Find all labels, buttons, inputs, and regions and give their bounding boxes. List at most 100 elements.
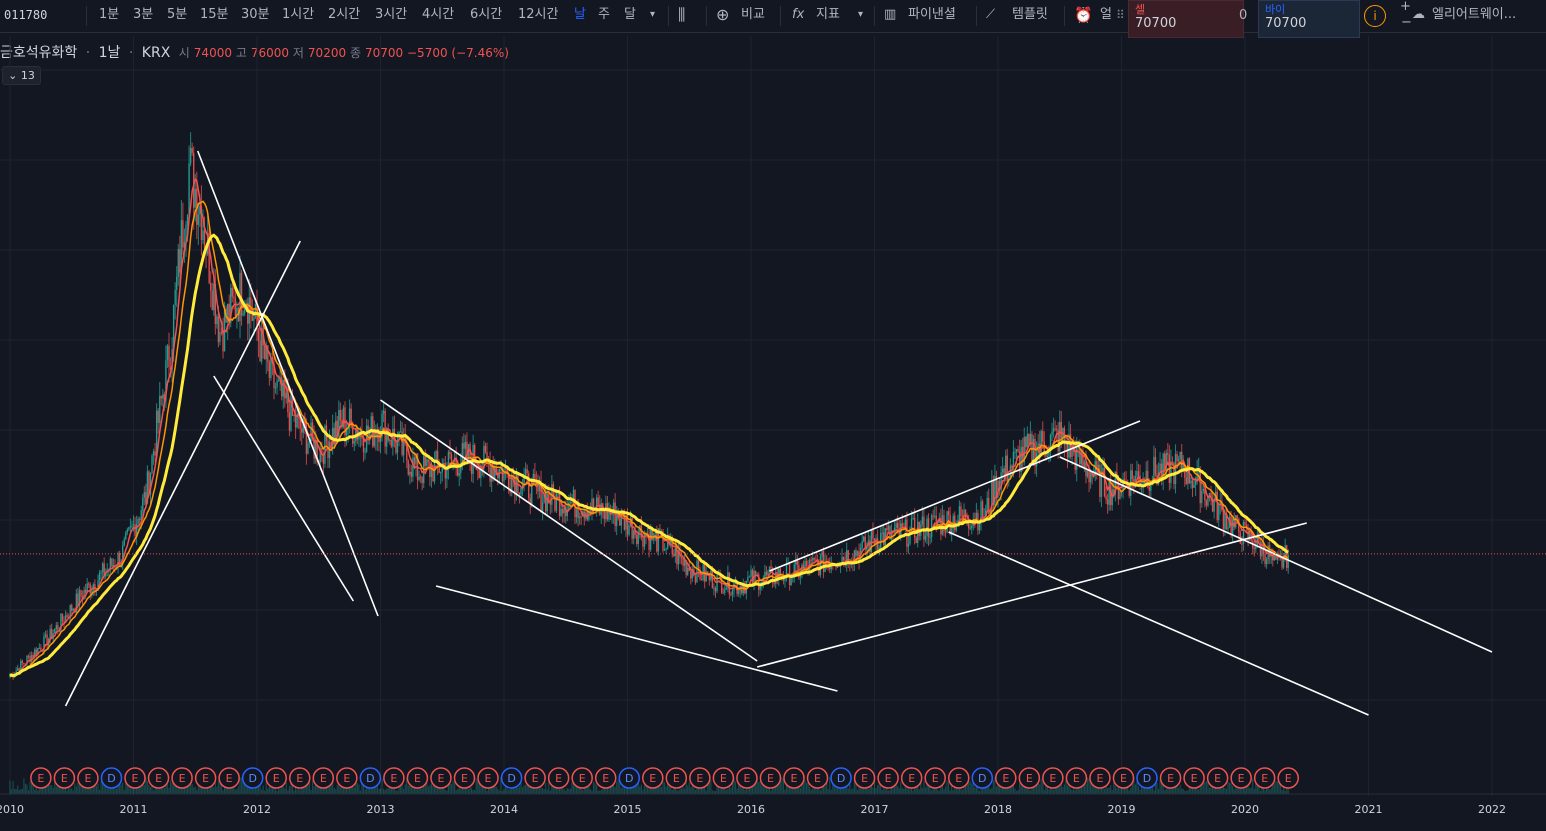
volume-bar (1091, 778, 1093, 794)
volume-bar (245, 781, 247, 794)
chevron-down-icon[interactable]: ▾ (858, 9, 864, 20)
candle-body (705, 571, 707, 582)
volume-bar (585, 786, 587, 794)
candle-body (682, 558, 684, 566)
financials-button[interactable]: 파이낸셜 (908, 7, 956, 22)
fx-icon[interactable]: fx (792, 7, 805, 22)
volume-bar (347, 788, 349, 794)
volume-bar (901, 787, 903, 794)
volume-bar (613, 777, 615, 794)
symbol-code[interactable]: 011780 (4, 8, 48, 22)
templates-icon[interactable]: ⟋ (986, 7, 996, 22)
minus-icon[interactable]: − (1401, 15, 1412, 30)
volume-bar (37, 790, 39, 794)
candle-body (406, 443, 408, 461)
layout-name-button[interactable]: 엘리어트웨이... (1432, 7, 1517, 22)
candle-body (362, 439, 365, 453)
volume-bar (1205, 781, 1208, 794)
chevron-down-icon[interactable]: ▾ (650, 9, 656, 20)
interval-5[interactable]: 30분 (241, 7, 270, 22)
volume-bar (179, 787, 181, 794)
interval-1[interactable]: 1분 (99, 7, 120, 22)
interval-14[interactable]: 달 (624, 7, 636, 22)
financials-chart-icon[interactable]: ▥ (884, 7, 897, 22)
alarm-clock-icon[interactable]: ⏰ (1074, 6, 1093, 24)
volume-bar (467, 789, 470, 794)
compare-button[interactable]: 비교 (741, 7, 765, 22)
interval-12[interactable]: 날 (574, 7, 586, 22)
candle-body (91, 590, 93, 594)
volume-bar (512, 786, 514, 794)
volume-bar (688, 782, 690, 794)
candle-body (168, 345, 170, 367)
volume-bar (134, 784, 136, 794)
interval-13[interactable]: 주 (598, 7, 610, 22)
templates-button[interactable]: 템플릿 (1012, 7, 1048, 22)
earnings-marker (430, 767, 452, 789)
candle-body (879, 533, 882, 548)
interval-7[interactable]: 2시간 (328, 7, 361, 22)
indicator-collapse-button[interactable]: ⌄ 13 (2, 66, 41, 85)
candle-body (21, 660, 24, 663)
candle-body (301, 428, 303, 433)
symbol-name[interactable]: 금호석유화학 (0, 45, 78, 61)
candle-body (671, 540, 673, 554)
candle-style-icon[interactable]: ⫼ (678, 5, 686, 24)
candle-body (896, 523, 899, 529)
candle-body (620, 510, 623, 526)
volume-bar (750, 784, 752, 794)
volume-bar (674, 788, 676, 794)
volume-bar (327, 783, 329, 794)
interval-6[interactable]: 1시간 (282, 7, 315, 22)
volume-bar (566, 788, 568, 794)
earnings-marker (1089, 767, 1111, 789)
drag-handle-icon[interactable]: ⠿ (1116, 8, 1125, 22)
interval-11[interactable]: 12시간 (518, 7, 559, 22)
interval-4[interactable]: 15분 (200, 7, 229, 22)
interval-2[interactable]: 3분 (133, 7, 154, 22)
sell-button[interactable]: 셀 70700 (1128, 0, 1244, 38)
info-icon[interactable]: i (1364, 5, 1386, 27)
plus-icon[interactable]: + (1400, 0, 1411, 14)
candle-body (382, 410, 385, 414)
candle-body (963, 509, 965, 518)
volume-bar (727, 789, 729, 794)
compare-plus-icon[interactable]: ⊕ (716, 5, 730, 24)
interval-10[interactable]: 6시간 (470, 7, 503, 22)
candle-body (691, 569, 694, 579)
candle-body (1052, 428, 1055, 432)
volume-bar (1008, 784, 1010, 794)
volume-bar (466, 784, 468, 794)
candle-body (611, 514, 613, 516)
volume-bar (912, 790, 914, 794)
candle-body (720, 578, 723, 593)
candle-body (1282, 558, 1285, 568)
interval-8[interactable]: 3시간 (375, 7, 408, 22)
candle-body (927, 518, 930, 538)
interval-9[interactable]: 4시간 (422, 7, 455, 22)
volume-bar (1225, 788, 1228, 794)
earnings-marker-label: E (132, 772, 139, 785)
candle-body (526, 469, 528, 474)
volume-bar (1261, 784, 1263, 794)
indicators-button[interactable]: 지표 (816, 7, 840, 22)
candle-body (348, 408, 351, 428)
volume-bar (997, 782, 999, 794)
earnings-marker-label: E (155, 772, 162, 785)
volume-bar (234, 789, 236, 794)
candle-body (619, 518, 621, 526)
volume-bar (572, 778, 575, 794)
candle-body (473, 444, 476, 466)
earnings-marker-label: E (414, 772, 421, 785)
candle-body (1100, 471, 1103, 497)
buy-button[interactable]: 바이 70700 (1258, 0, 1360, 38)
alert-button[interactable]: 얼 (1100, 7, 1112, 22)
volume-bar (491, 784, 493, 794)
volume-bar (1103, 788, 1106, 794)
candle-body (884, 528, 887, 545)
volume-bar (764, 783, 766, 794)
volume-bar (1054, 786, 1056, 794)
interval-3[interactable]: 5분 (167, 7, 188, 22)
volume-bar (1187, 790, 1189, 794)
